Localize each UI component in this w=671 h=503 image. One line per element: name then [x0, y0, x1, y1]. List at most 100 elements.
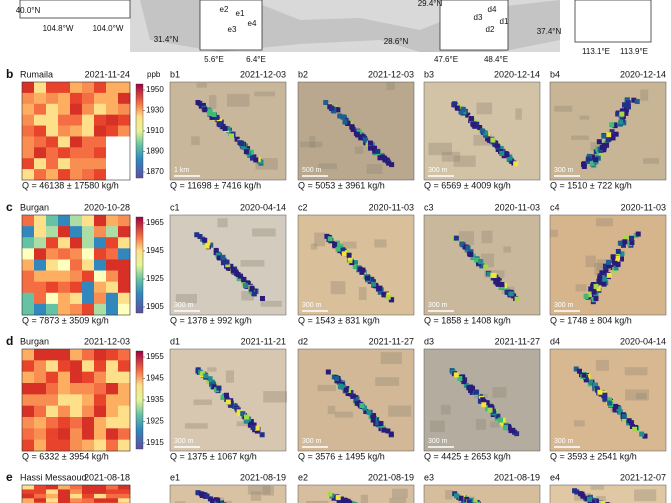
terrain: [191, 136, 200, 145]
heatmap-cell: [70, 270, 83, 282]
plume-pixel: [625, 100, 631, 106]
plume-pixel: [211, 384, 217, 390]
terrain: [550, 229, 558, 237]
plume-pixel: [634, 99, 640, 105]
panel-frame: [423, 484, 541, 503]
heatmap-cell: [70, 428, 83, 440]
plume-pixel: [343, 387, 349, 393]
plume-pixel: [599, 152, 605, 158]
plume-pixel: [230, 268, 236, 274]
heatmap-cell: [34, 349, 47, 361]
heatmap-cell: [58, 158, 71, 170]
scale-label: 300 m: [174, 302, 194, 309]
plume-pixel: [593, 283, 599, 289]
panel-id: c4: [550, 202, 560, 212]
heatmap-cell: [82, 114, 95, 126]
terrain: [386, 82, 395, 91]
plume-pixel: [338, 498, 344, 503]
plume-pixel: [323, 99, 329, 105]
plume-pixel: [454, 493, 460, 499]
plume-pixel: [327, 491, 333, 497]
heatmap-cell: [118, 259, 131, 271]
heatmap-cell: [118, 136, 131, 148]
plume-pixel: [624, 97, 630, 103]
heatmap-cell: [58, 417, 71, 429]
heatmap-cell: [118, 92, 131, 105]
plume-pixel: [215, 497, 221, 503]
heatmap-cell: [34, 493, 47, 499]
plume-pixel: [578, 491, 584, 497]
terrain: [255, 158, 278, 170]
plume-pixel: [590, 282, 596, 288]
plume-pixel: [453, 235, 459, 241]
heatmap-cell: [34, 270, 47, 282]
plume-pixel: [195, 99, 201, 105]
plume-pixel: [247, 422, 253, 428]
plume-pixel: [325, 369, 331, 375]
heatmap-cell: [34, 417, 47, 429]
plume-pixel: [615, 255, 621, 261]
map-label: e2: [220, 5, 229, 14]
map-label: d3: [474, 13, 483, 22]
terrain: [374, 239, 387, 248]
heatmap-cell: [46, 114, 59, 126]
plume-pixel: [457, 376, 463, 382]
heatmap-cell: [70, 281, 83, 294]
plume-pixel: [225, 399, 231, 405]
heatmap-cell: [94, 360, 107, 372]
heatmap-cell: [82, 394, 95, 406]
heatmap-cell: [118, 493, 131, 499]
heatmap-cell: [106, 349, 119, 361]
heatmap-cell: [70, 259, 83, 271]
heatmap-cell: [46, 215, 59, 227]
heatmap-cell: [22, 248, 35, 260]
colorbar-unit: ppb: [147, 70, 161, 79]
plume-pixel: [377, 155, 383, 161]
heatmap-cell: [58, 248, 71, 260]
heatmap-cell: [58, 270, 71, 282]
heatmap-cell: [34, 82, 47, 94]
heatmap-cell: [34, 136, 47, 148]
heatmap-cell: [106, 493, 119, 499]
colorbar-tick-label: 1935: [146, 395, 164, 404]
plume-pixel: [452, 101, 458, 107]
plume-pixel: [604, 142, 610, 148]
plume-pixel: [342, 119, 348, 125]
colorbar-tick-label: 1945: [146, 246, 164, 255]
plume-pixel: [615, 111, 621, 117]
heatmap-cell: [22, 349, 35, 361]
plume-pixel: [347, 255, 353, 261]
heatmap-cell: [106, 394, 119, 406]
emission-rate: Q = 46138 ± 17580 kg/h: [22, 180, 119, 190]
terrain: [342, 241, 357, 249]
heatmap-cell: [58, 360, 71, 372]
heatmap-cell: [46, 439, 59, 452]
satellite-image: [424, 485, 540, 503]
plume-pixel: [381, 427, 387, 433]
heatmap-cell: [22, 136, 35, 148]
plume-pixel: [603, 268, 609, 274]
heatmap-frame: [21, 348, 131, 452]
heatmap-cell: [106, 371, 119, 384]
heatmap-cell: [70, 303, 83, 316]
plume-pixel: [478, 259, 484, 265]
heatmap-cell: [46, 493, 59, 499]
terrain: [241, 291, 254, 301]
plume-pixel: [487, 404, 493, 410]
terrain: [640, 89, 649, 101]
panel-date: 2021-08-19: [368, 472, 414, 482]
heatmap-cell: [70, 292, 83, 305]
heatmap-cell: [46, 360, 59, 372]
heatmap-cell: [70, 226, 83, 238]
heatmap-cell: [82, 439, 95, 452]
terrain: [643, 158, 660, 164]
colorbar-tick-label: 1915: [146, 438, 164, 447]
plume-pixel: [623, 110, 629, 116]
plume-pixel: [584, 496, 590, 502]
plume-pixel: [375, 148, 381, 154]
terrain: [318, 163, 337, 170]
heatmap-cell: [82, 237, 95, 249]
heatmap-cell: [58, 394, 71, 406]
heatmap-cell: [70, 215, 83, 227]
panel-date: 2021-12-03: [240, 69, 286, 79]
